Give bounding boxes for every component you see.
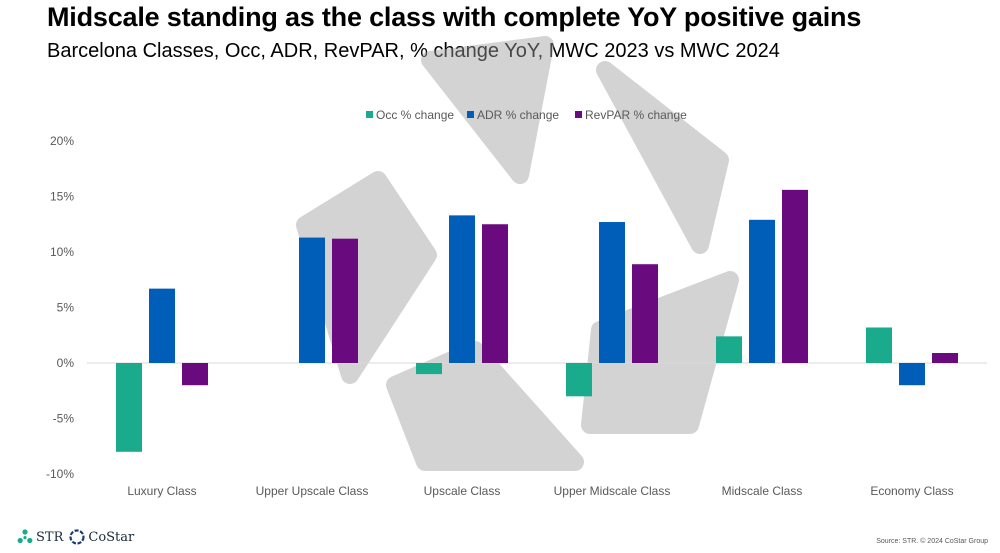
bars — [116, 189, 958, 452]
bar — [149, 288, 175, 363]
bar — [716, 336, 742, 363]
logos: STR CoStar — [17, 529, 134, 545]
str-logo-text: STR — [36, 529, 64, 545]
bar — [749, 219, 775, 363]
legend: Occ % change ADR % change RevPAR % change — [366, 108, 687, 122]
legend-label: RevPAR % change — [585, 108, 687, 122]
bar — [299, 237, 325, 363]
bar — [116, 363, 142, 452]
chart-subtitle: Barcelona Classes, Occ, ADR, RevPAR, % c… — [47, 40, 780, 62]
category-label: Upper Upscale Class — [256, 484, 369, 498]
y-tick-label: 5% — [57, 301, 75, 315]
y-tick-label: 10% — [50, 245, 74, 259]
str-logo-icon — [17, 529, 33, 544]
legend-swatch — [366, 111, 373, 118]
y-tick-label: 20% — [50, 134, 74, 148]
category-label: Upper Midscale Class — [554, 484, 671, 498]
legend-label: Occ % change — [376, 108, 454, 122]
bar — [482, 224, 508, 363]
bar — [782, 189, 808, 363]
costar-logo-icon — [69, 529, 85, 545]
bar — [449, 215, 475, 363]
category-label: Midscale Class — [722, 484, 803, 498]
y-tick-label: -5% — [53, 412, 75, 426]
bar — [899, 363, 925, 386]
bar — [932, 353, 958, 363]
costar-logo-text: CoStar — [88, 529, 135, 545]
str-logo: STR — [17, 529, 63, 545]
legend-label: ADR % change — [477, 108, 559, 122]
bar — [332, 238, 358, 363]
y-axis: -10% -5% 0% 5% 10% 15% 20% — [46, 134, 987, 481]
costar-logo: CoStar — [69, 529, 134, 545]
category-label: Luxury Class — [127, 484, 196, 498]
category-label: Economy Class — [870, 484, 953, 498]
bar — [866, 327, 892, 363]
bar — [632, 264, 658, 363]
y-tick-label: -10% — [46, 467, 74, 481]
source-note: Source: STR. © 2024 CoStar Group — [876, 538, 988, 545]
bar — [182, 363, 208, 386]
bar — [566, 363, 592, 397]
x-axis: Luxury Class Upper Upscale Class Upscale C… — [127, 484, 953, 498]
y-tick-label: 15% — [50, 190, 74, 204]
bar — [599, 222, 625, 363]
bar — [416, 363, 442, 375]
legend-swatch — [467, 111, 474, 118]
category-label: Upscale Class — [424, 484, 501, 498]
legend-swatch — [575, 111, 582, 118]
y-tick-label: 0% — [57, 356, 75, 370]
chart-title: Midscale standing as the class with comp… — [47, 2, 862, 32]
